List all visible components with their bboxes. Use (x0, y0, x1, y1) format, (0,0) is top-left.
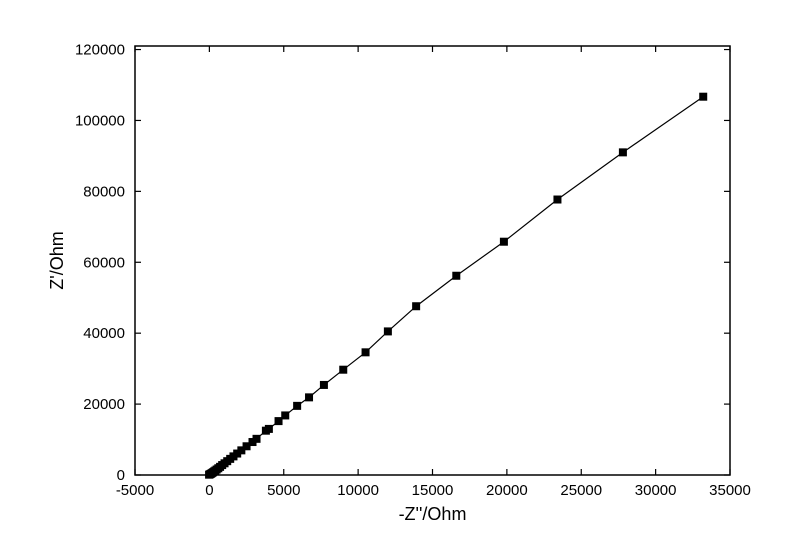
data-marker (265, 425, 272, 432)
x-tick-label: 10000 (337, 482, 379, 499)
x-tick-label: 15000 (412, 482, 454, 499)
x-tick-label: 0 (205, 482, 213, 499)
y-tick-label: 20000 (83, 396, 125, 413)
x-tick-label: 25000 (560, 482, 602, 499)
x-tick-label: 20000 (486, 482, 528, 499)
data-marker (253, 435, 260, 442)
y-tick-label: 40000 (83, 325, 125, 342)
data-marker (294, 402, 301, 409)
data-marker (340, 366, 347, 373)
data-marker (306, 394, 313, 401)
data-marker (700, 93, 707, 100)
data-marker (362, 349, 369, 356)
data-marker (413, 303, 420, 310)
chart-container: -500005000100001500020000250003000035000… (0, 0, 800, 551)
y-tick-label: 60000 (83, 254, 125, 271)
x-tick-label: 35000 (709, 482, 751, 499)
data-marker (453, 272, 460, 279)
y-tick-label: 0 (117, 467, 125, 484)
x-tick-label: 30000 (635, 482, 677, 499)
data-marker (619, 149, 626, 156)
y-tick-label: 80000 (83, 183, 125, 200)
data-marker (282, 412, 289, 419)
data-marker (275, 418, 282, 425)
data-marker (384, 328, 391, 335)
y-tick-label: 100000 (75, 112, 125, 129)
data-marker (554, 196, 561, 203)
x-tick-label: 5000 (267, 482, 300, 499)
x-axis-label: -Z''/Ohm (399, 504, 467, 524)
y-tick-label: 120000 (75, 42, 125, 59)
data-marker (320, 381, 327, 388)
plot-frame (135, 46, 730, 475)
data-marker (500, 238, 507, 245)
impedance-chart: -500005000100001500020000250003000035000… (0, 0, 800, 551)
x-tick-label: -5000 (116, 482, 154, 499)
y-axis-label: Z'/Ohm (47, 231, 67, 289)
